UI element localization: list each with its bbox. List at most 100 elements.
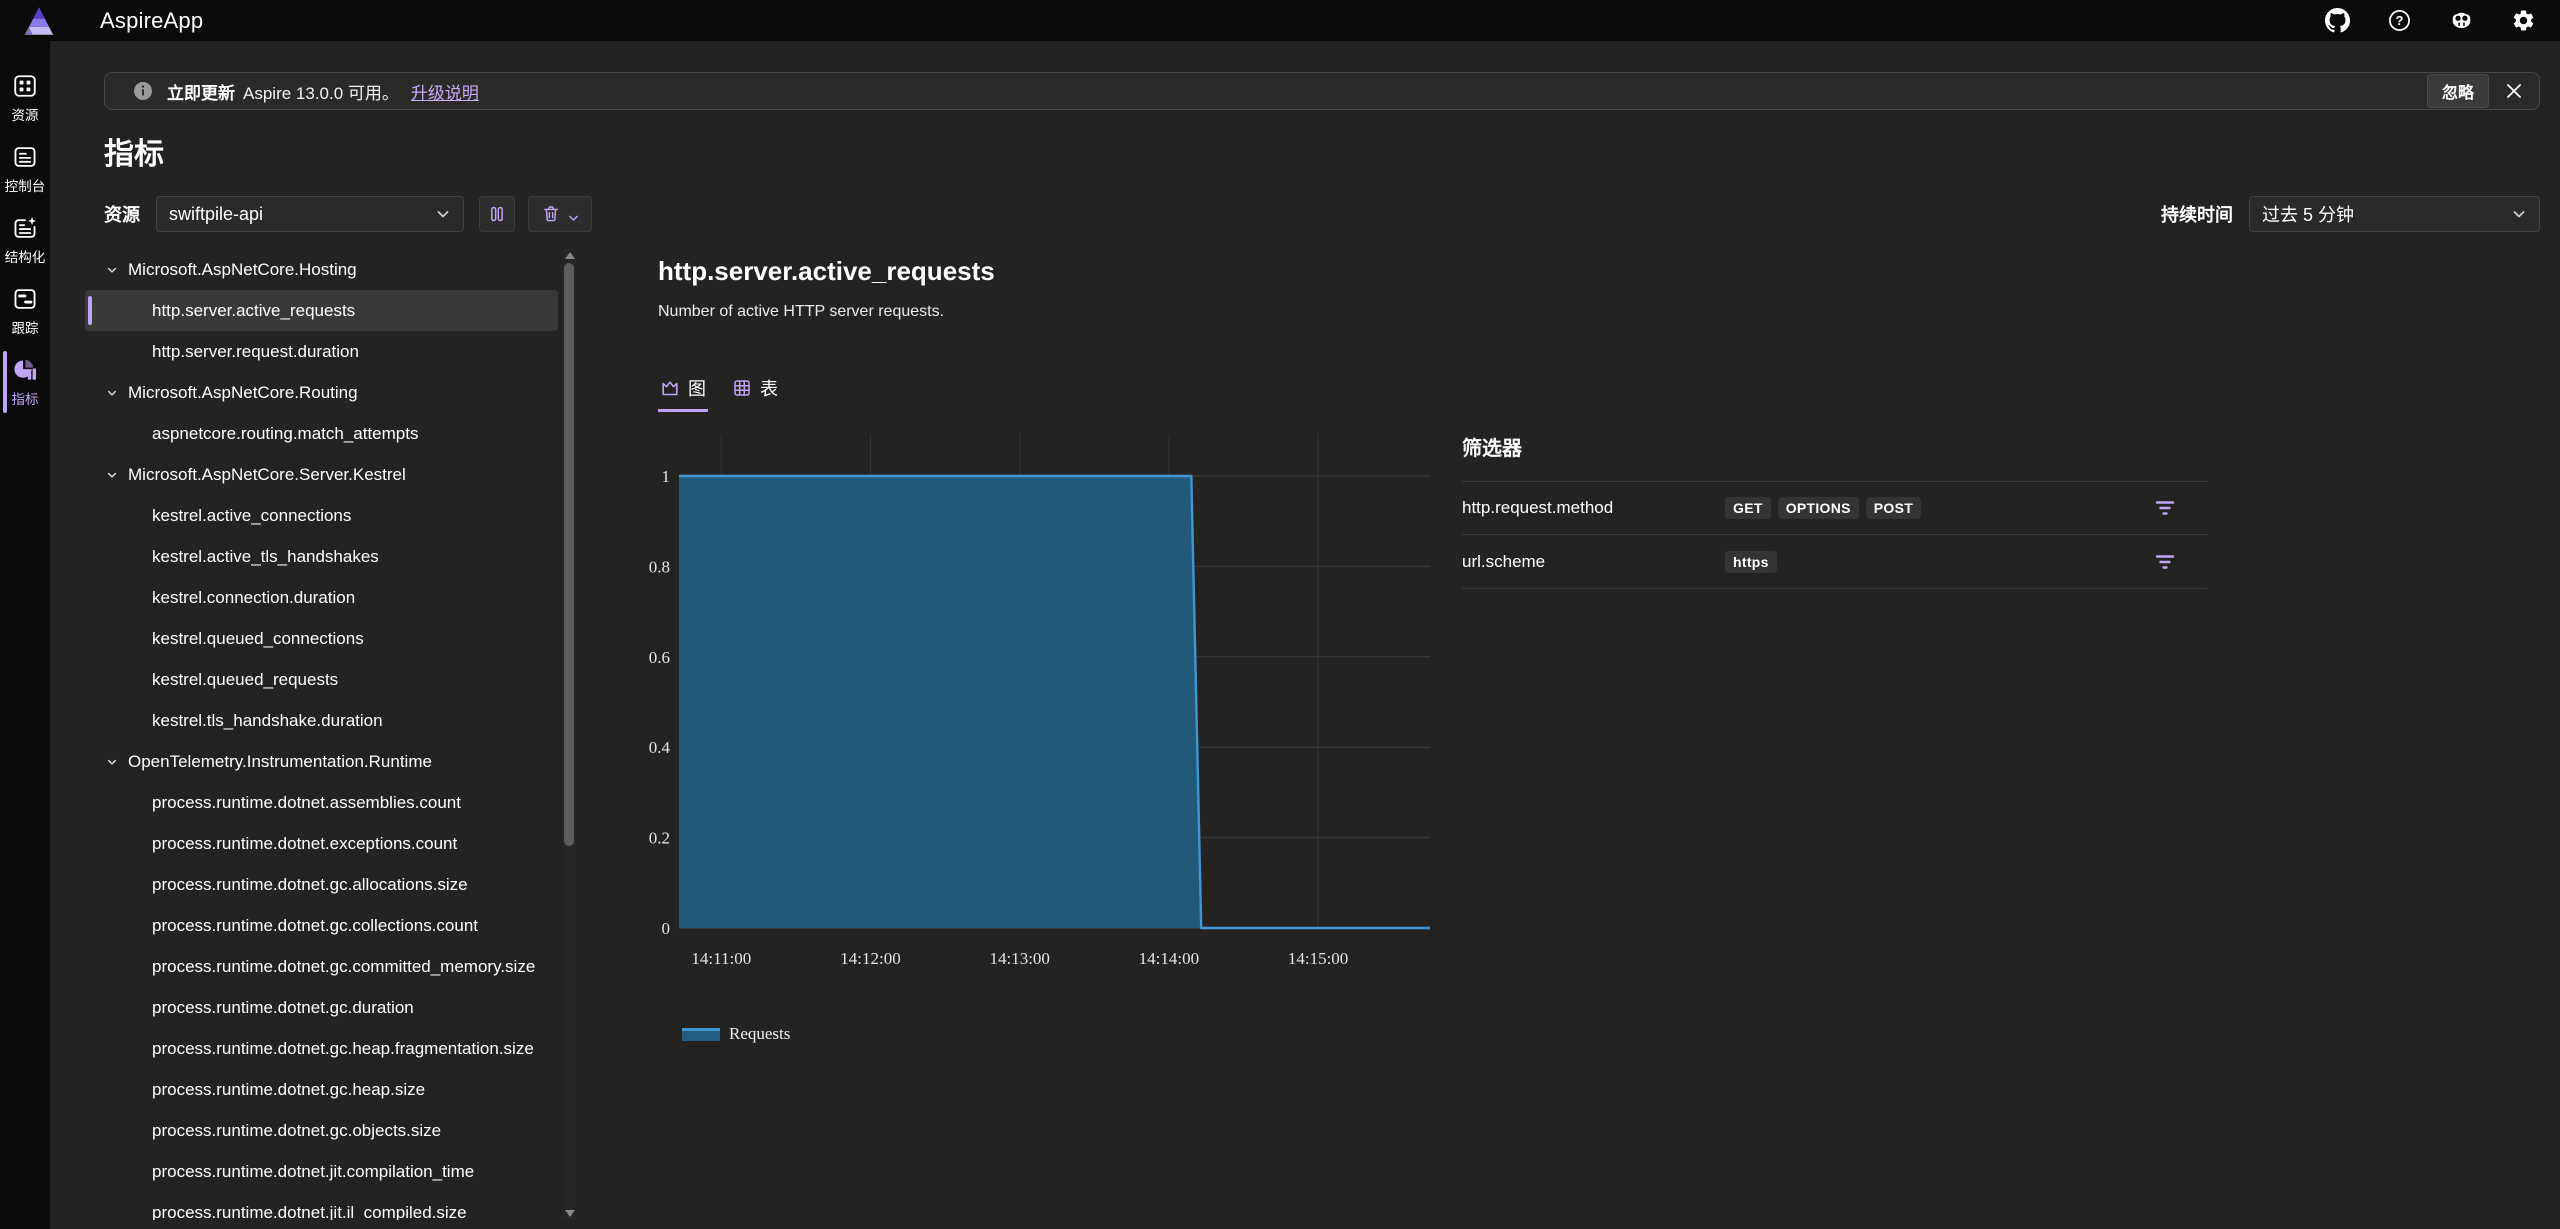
tree-metric-row[interactable]: process.runtime.dotnet.gc.duration — [85, 987, 558, 1028]
page-title: 指标 — [104, 138, 164, 171]
sidebar-item-metrics[interactable]: 指标 — [0, 350, 50, 414]
tree-metric-row[interactable]: kestrel.queued_connections — [85, 618, 558, 659]
metrics-tree-panel: Microsoft.AspNetCore.Hosting http.server.… — [85, 249, 585, 1220]
tree-row-label: process.runtime.dotnet.exceptions.count — [152, 833, 458, 853]
svg-text:14:11:00: 14:11:00 — [691, 949, 751, 968]
filters-panel: 筛选器 http.request.method GET OPTIONS POST url… — [1462, 426, 2207, 589]
sidebar-item-label: 结构化 — [4, 249, 46, 265]
tree-metric-row[interactable]: kestrel.active_connections — [85, 495, 558, 536]
aspire-logo-icon — [22, 5, 56, 37]
help-icon[interactable]: ? — [2386, 8, 2412, 34]
tree-metric-row[interactable]: kestrel.connection.duration — [85, 577, 558, 618]
value-badge: POST — [1865, 497, 1922, 519]
filter-icon[interactable] — [2153, 496, 2177, 520]
dismiss-button[interactable]: 忽略 — [2426, 74, 2489, 108]
tree-metric-row[interactable]: kestrel.tls_handshake.duration — [85, 700, 558, 741]
console-icon — [12, 144, 38, 170]
duration-select[interactable]: 过去 5 分钟 — [2249, 196, 2540, 232]
legend-label: Requests — [729, 1024, 791, 1043]
filter-icon[interactable] — [2153, 550, 2177, 574]
chevron-down-icon — [435, 206, 451, 222]
pause-button[interactable] — [479, 196, 515, 232]
area-chart-svg: 14:11:00 14:12:00 14:13:00 14:14:00 14:15:00… — [649, 434, 1430, 968]
legend-swatch — [682, 1027, 720, 1041]
tree-metric-row[interactable]: process.runtime.dotnet.gc.objects.size — [85, 1110, 558, 1151]
tree-row-label: OpenTelemetry.Instrumentation.Runtime — [128, 751, 432, 771]
resource-select-value: swiftpile-api — [169, 203, 264, 224]
chevron-down-icon — [106, 469, 118, 481]
top-bar: AspireApp ? — [0, 0, 2560, 41]
traces-icon — [12, 286, 38, 312]
tree-metric-row[interactable]: process.runtime.dotnet.jit.il_compiled.s… — [85, 1192, 558, 1221]
tab-chart-tab[interactable]: 图 — [658, 375, 708, 412]
tab-table-tab[interactable]: 表 — [730, 375, 780, 412]
tree-scrollbar[interactable] — [563, 249, 576, 1220]
resource-select[interactable]: swiftpile-api — [156, 196, 464, 232]
sidebar-item-label: 指标 — [11, 391, 39, 407]
tab-label: 表 — [760, 379, 778, 399]
tree-metric-row[interactable]: process.runtime.dotnet.gc.heap.fragmenta… — [85, 1028, 558, 1069]
pause-icon — [487, 204, 507, 224]
tree-row-label: process.runtime.dotnet.gc.collections.co… — [152, 915, 479, 935]
svg-text:?: ? — [2395, 13, 2403, 28]
metric-detail-panel: http.server.active_requests Number of ac… — [649, 249, 2540, 1220]
chevron-down-icon — [106, 387, 118, 399]
svg-text:0.6: 0.6 — [649, 648, 670, 667]
banner-text: Aspire 13.0.0 可用。 — [243, 83, 399, 103]
tree-metric-row[interactable]: process.runtime.dotnet.gc.collections.co… — [85, 905, 558, 946]
tree-metric-row[interactable]: process.runtime.dotnet.gc.heap.size — [85, 1069, 558, 1110]
sidebar-item-grid[interactable]: 资源 — [0, 66, 50, 130]
svg-text:14:13:00: 14:13:00 — [989, 949, 1049, 968]
trash-icon — [541, 204, 561, 224]
structured-icon — [12, 215, 38, 241]
tree-row-label: Microsoft.AspNetCore.Routing — [128, 382, 358, 402]
tree-metric-row[interactable]: process.runtime.dotnet.gc.committed_memo… — [85, 946, 558, 987]
sidebar-item-console[interactable]: 控制台 — [0, 137, 50, 201]
main-content: 立即更新 Aspire 13.0.0 可用。 升级说明 忽略 指标 资源 swi… — [50, 41, 2560, 1229]
github-icon[interactable] — [2324, 8, 2350, 34]
svg-text:0.2: 0.2 — [649, 829, 670, 848]
metric-chart[interactable]: 14:11:00 14:12:00 14:13:00 14:14:00 14:15:00… — [646, 426, 1438, 1044]
filter-attribute-name: http.request.method — [1462, 498, 1614, 517]
info-icon — [133, 81, 153, 101]
scrollbar-thumb[interactable] — [564, 263, 574, 846]
value-badge: OPTIONS — [1777, 497, 1859, 519]
tree-group-row[interactable]: Microsoft.AspNetCore.Server.Kestrel — [85, 454, 558, 495]
tree-metric-row[interactable]: process.runtime.dotnet.jit.compilation_t… — [85, 1151, 558, 1192]
upgrade-link[interactable]: 升级说明 — [410, 83, 479, 103]
view-tabs: 图表 — [658, 375, 2540, 412]
tree-group-row[interactable]: Microsoft.AspNetCore.Routing — [85, 372, 558, 413]
tree-metric-row[interactable]: kestrel.active_tls_handshakes — [85, 536, 558, 577]
tree-row-label: process.runtime.dotnet.gc.allocations.si… — [152, 874, 468, 894]
svg-text:14:14:00: 14:14:00 — [1139, 949, 1199, 968]
scroll-down-icon[interactable] — [565, 1210, 575, 1217]
resource-label: 资源 — [104, 205, 140, 225]
scroll-up-icon[interactable] — [565, 252, 575, 259]
sidebar-item-traces[interactable]: 跟踪 — [0, 279, 50, 343]
clear-metrics-button[interactable] — [528, 196, 592, 232]
tree-row-label: process.runtime.dotnet.gc.objects.size — [152, 1120, 442, 1140]
tree-group-row[interactable]: Microsoft.AspNetCore.Hosting — [85, 249, 558, 290]
sidebar-item-structured[interactable]: 结构化 — [0, 208, 50, 272]
tree-metric-row[interactable]: process.runtime.dotnet.exceptions.count — [85, 823, 558, 864]
tree-metric-row[interactable]: http.server.active_requests — [85, 290, 558, 331]
close-icon[interactable] — [2503, 80, 2525, 102]
svg-text:0.8: 0.8 — [649, 557, 670, 576]
filter-attribute-name: url.scheme — [1462, 551, 1546, 571]
tree-metric-row[interactable]: process.runtime.dotnet.assemblies.count — [85, 782, 558, 823]
filter-rows: http.request.method GET OPTIONS POST url.sch… — [1462, 481, 2207, 589]
gear-icon[interactable] — [2510, 8, 2536, 34]
tree-group-row[interactable]: OpenTelemetry.Instrumentation.Runtime — [85, 741, 558, 782]
filters-heading: 筛选器 — [1462, 438, 1522, 460]
tree-row-label: http.server.request.duration — [152, 341, 359, 361]
tree-metric-row[interactable]: process.runtime.dotnet.gc.allocations.si… — [85, 864, 558, 905]
tree-metric-row[interactable]: http.server.request.duration — [85, 331, 558, 372]
tree-metric-row[interactable]: kestrel.queued_requests — [85, 659, 558, 700]
copilot-icon[interactable] — [2448, 8, 2474, 34]
tree-row-label: process.runtime.dotnet.jit.compilation_t… — [152, 1161, 475, 1181]
tree-row-label: aspnetcore.routing.match_attempts — [152, 423, 419, 443]
duration-label: 持续时间 — [2161, 205, 2233, 225]
tree-metric-row[interactable]: aspnetcore.routing.match_attempts — [85, 413, 558, 454]
value-badge: GET — [1725, 497, 1771, 519]
filter-row: http.request.method GET OPTIONS POST — [1462, 481, 2207, 535]
